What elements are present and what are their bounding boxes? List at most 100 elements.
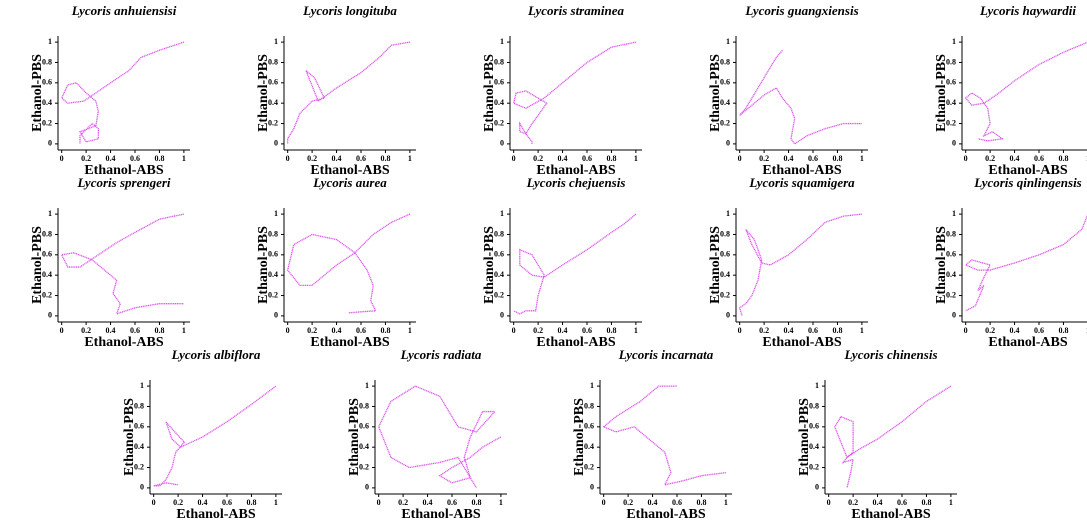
x-tick-label: 0 xyxy=(377,498,381,507)
x-tick-label: 0 xyxy=(738,326,742,335)
x-tick-label: 0.6 xyxy=(808,326,818,335)
panel: Lycoris radiata 0 0.2 0.4 0.6 0.8 1 0 0.2 0.4 0.6 0… xyxy=(347,347,507,522)
y-axis-label: Ethanol-PBS xyxy=(482,54,497,132)
x-tick-label: 0.8 xyxy=(1058,326,1068,335)
x-tick-label: 0 xyxy=(964,154,968,163)
x-tick-label: 0.2 xyxy=(623,498,633,507)
x-tick-label: 0.6 xyxy=(672,498,682,507)
x-tick-label: 0 xyxy=(286,154,290,163)
y-axis-label: Ethanol-PBS xyxy=(122,398,137,476)
y-tick-label: 0.2 xyxy=(42,290,52,299)
y-tick-label: 0.2 xyxy=(134,462,144,471)
x-tick-label: 0.2 xyxy=(398,498,408,507)
y-axis-label: Ethanol-PBS xyxy=(708,54,723,132)
x-tick-label: 0.6 xyxy=(356,326,366,335)
x-tick-label: 1 xyxy=(274,498,278,507)
y-tick-label: 1 xyxy=(365,381,369,390)
y-tick-label: 0 xyxy=(500,311,504,320)
y-tick-label: 0.2 xyxy=(946,118,956,127)
y-tick-label: 0.4 xyxy=(809,442,819,451)
x-tick-label: 0.6 xyxy=(897,498,907,507)
y-tick-label: 0.8 xyxy=(359,401,369,410)
y-tick-label: 0.8 xyxy=(134,401,144,410)
y-tick-label: 0.2 xyxy=(584,462,594,471)
x-tick-label: 1 xyxy=(634,154,638,163)
y-tick-label: 0.2 xyxy=(720,118,730,127)
x-tick-label: 0.8 xyxy=(832,326,842,335)
panel: Lycoris anhuiensisi 0 0.2 0.4 0.6 0.8 1 0 0.2 0.4… xyxy=(30,3,190,178)
x-tick-label: 0.2 xyxy=(848,498,858,507)
y-tick-label: 0.6 xyxy=(494,78,504,87)
y-tick-label: 0.6 xyxy=(134,422,144,431)
y-tick-label: 0.2 xyxy=(809,462,819,471)
x-tick-label: 0.4 xyxy=(784,154,794,163)
y-tick-label: 0.6 xyxy=(494,250,504,259)
y-tick-label: 1 xyxy=(726,37,730,46)
panel: Lycoris aurea 0 0.2 0.4 0.6 0.8 1 0 0.2 0.4 0.6 0.8… xyxy=(256,175,416,350)
x-axis-label: Ethanol-ABS xyxy=(176,507,256,522)
y-axis-label: Ethanol-PBS xyxy=(30,54,45,132)
x-axis-label: Ethanol-ABS xyxy=(762,335,842,350)
x-tick-label: 0.8 xyxy=(154,154,164,163)
y-tick-label: 0.4 xyxy=(946,270,956,279)
data-curve xyxy=(512,41,637,144)
x-tick-label: 0.4 xyxy=(558,326,568,335)
y-tick-label: 0.8 xyxy=(42,57,52,66)
y-tick-label: 0.4 xyxy=(946,98,956,107)
y-tick-label: 0.8 xyxy=(720,229,730,238)
x-tick-label: 0.2 xyxy=(985,154,995,163)
x-tick-label: 1 xyxy=(634,326,638,335)
x-tick-label: 0.4 xyxy=(198,498,208,507)
x-tick-label: 0 xyxy=(60,154,64,163)
x-tick-label: 1 xyxy=(499,498,503,507)
x-tick-label: 0.2 xyxy=(759,326,769,335)
panel: Lycoris sprengeri 0 0.2 0.4 0.6 0.8 1 0 0.2 0.4 0.… xyxy=(30,175,190,350)
data-curve xyxy=(739,49,862,145)
y-tick-label: 0 xyxy=(500,139,504,148)
x-axis-label: Ethanol-ABS xyxy=(626,507,706,522)
y-tick-label: 0.6 xyxy=(809,422,819,431)
y-tick-label: 0.2 xyxy=(359,462,369,471)
x-tick-label: 0.2 xyxy=(81,326,91,335)
panel: Lycoris haywardii 0 0.2 0.4 0.6 0.8 1 0 0.2 0.4 0.… xyxy=(934,3,1087,178)
x-tick-label: 0.8 xyxy=(606,326,616,335)
y-tick-label: 0.4 xyxy=(359,442,369,451)
x-tick-label: 0.6 xyxy=(222,498,232,507)
y-tick-label: 0.2 xyxy=(494,290,504,299)
panel: Lycoris guangxiensis 0 0.2 0.4 0.6 0.8 1 0 0.2 0.… xyxy=(708,3,868,178)
x-tick-label: 0.8 xyxy=(832,154,842,163)
y-tick-label: 0.6 xyxy=(584,422,594,431)
x-tick-label: 0 xyxy=(286,326,290,335)
y-tick-label: 0 xyxy=(815,483,819,492)
x-tick-label: 0.2 xyxy=(759,154,769,163)
y-tick-label: 0.8 xyxy=(946,229,956,238)
panel: Lycoris longituba 0 0.2 0.4 0.6 0.8 1 0 0.2 0.4 0.… xyxy=(256,3,416,178)
panel-title: Lycoris longituba xyxy=(302,3,397,18)
data-curve xyxy=(602,385,726,486)
x-tick-label: 1 xyxy=(182,154,186,163)
y-tick-label: 0.4 xyxy=(584,442,594,451)
panel: Lycoris chejuensis 0 0.2 0.4 0.6 0.8 1 0 0.2 0.4 0… xyxy=(482,175,642,350)
y-tick-label: 0 xyxy=(726,311,730,320)
x-axis-label: Ethanol-ABS xyxy=(84,163,164,178)
x-tick-label: 0.4 xyxy=(423,498,433,507)
data-curve xyxy=(834,385,952,489)
y-tick-label: 0.2 xyxy=(268,118,278,127)
y-tick-label: 0 xyxy=(274,139,278,148)
data-curve xyxy=(60,41,185,144)
y-axis-label: Ethanol-PBS xyxy=(572,398,587,476)
y-tick-label: 0.6 xyxy=(720,78,730,87)
x-tick-label: 0.2 xyxy=(533,326,543,335)
y-tick-label: 1 xyxy=(815,381,819,390)
y-tick-label: 0.2 xyxy=(42,118,52,127)
panel: Lycoris chinensis 0 0.2 0.4 0.6 0.8 1 0 0.2 0.4 0.… xyxy=(797,347,957,522)
x-tick-label: 0.8 xyxy=(1058,154,1068,163)
x-tick-label: 1 xyxy=(1086,154,1087,163)
x-tick-label: 0.4 xyxy=(106,154,116,163)
y-tick-label: 1 xyxy=(500,209,504,218)
data-curve xyxy=(513,213,637,315)
panel-title: Lycoris incarnata xyxy=(618,347,714,362)
x-tick-label: 0 xyxy=(738,154,742,163)
panel-title: Lycoris sprengeri xyxy=(76,175,170,190)
y-tick-label: 0 xyxy=(48,311,52,320)
